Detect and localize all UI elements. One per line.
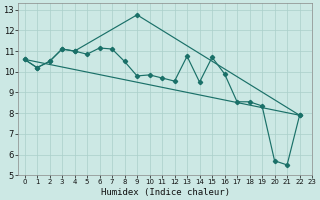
X-axis label: Humidex (Indice chaleur): Humidex (Indice chaleur) (101, 188, 230, 197)
